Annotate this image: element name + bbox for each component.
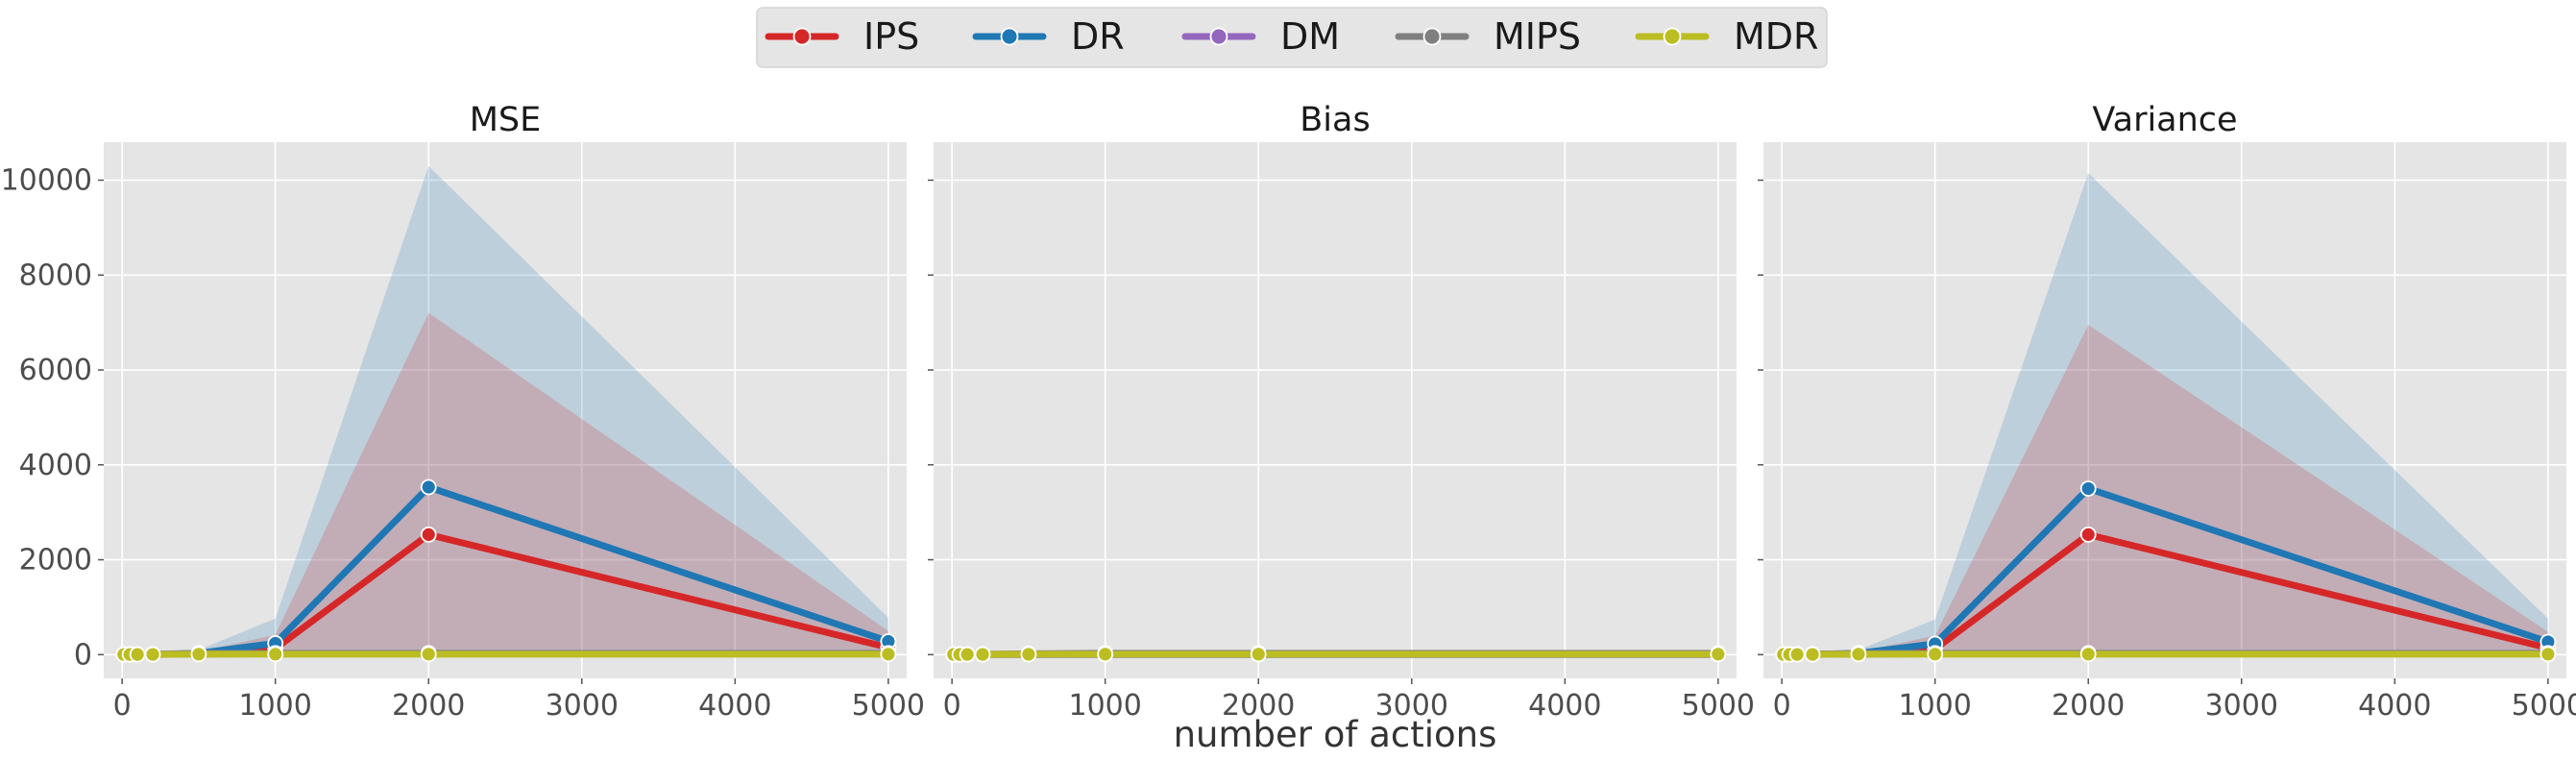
y-tick-label: 10000 — [1, 164, 92, 198]
plot-background — [104, 142, 907, 678]
data-point-mdr — [190, 646, 207, 663]
legend-swatch-marker — [1663, 27, 1682, 46]
panel-title: MSE — [470, 101, 542, 139]
x-axis-label: number of actions — [1174, 714, 1497, 755]
plot-background — [1763, 142, 2566, 678]
data-point-mdr — [1097, 646, 1114, 663]
legend-label: MIPS — [1494, 15, 1581, 58]
legend-label: DR — [1071, 15, 1125, 58]
data-point-mdr — [1804, 646, 1821, 663]
x-tick-label: 4000 — [698, 689, 771, 723]
x-tick-label: 2000 — [392, 689, 465, 723]
panel-title: Bias — [1300, 101, 1370, 139]
legend-swatch-marker — [1209, 27, 1228, 46]
data-point-mdr — [1850, 646, 1867, 663]
legend-item-mips: MIPS — [1395, 15, 1581, 58]
x-tick-label: 2000 — [2052, 689, 2125, 723]
x-tick-label: 2000 — [1222, 689, 1295, 723]
data-point-ips — [420, 526, 437, 543]
y-tick-label: 6000 — [19, 354, 92, 387]
legend-label: DM — [1280, 15, 1340, 58]
data-point-mdr — [974, 646, 991, 663]
x-tick-label: 1000 — [1069, 689, 1142, 723]
panel-title: Variance — [2092, 101, 2237, 139]
legend: IPS DR DM MIPS MDR — [756, 7, 1828, 68]
y-tick-label: 8000 — [19, 258, 92, 292]
panel-variance: 0 1000 2000 3000 4000 5000 Variance — [1758, 101, 2576, 723]
x-tick-label: 3000 — [2205, 689, 2278, 723]
data-point-mdr — [880, 646, 897, 663]
y-tick-label: 4000 — [19, 449, 92, 482]
plot-background — [934, 142, 1737, 678]
data-point-mdr — [1788, 646, 1806, 663]
data-point-dr — [420, 479, 437, 496]
x-tick-label: 0 — [943, 689, 961, 723]
x-tick-label: 1000 — [239, 689, 312, 723]
legend-swatch-marker — [792, 27, 812, 46]
x-tick-label: 5000 — [2512, 689, 2576, 723]
x-tick-label: 5000 — [852, 689, 925, 723]
band-dr — [1783, 173, 2548, 655]
x-tick-label: 1000 — [1899, 689, 1972, 723]
data-point-ips — [2079, 526, 2097, 543]
x-tick-label: 0 — [113, 689, 132, 723]
x-tick-label: 3000 — [546, 689, 619, 723]
data-point-mdr — [267, 646, 284, 663]
data-point-mdr — [2540, 646, 2557, 663]
band-ips — [123, 312, 888, 655]
data-point-mdr — [1250, 646, 1267, 663]
band-ips — [1783, 325, 2548, 655]
legend-label: MDR — [1734, 15, 1818, 58]
x-tick-label: 5000 — [1682, 689, 1755, 723]
legend-item-dr: DR — [972, 15, 1125, 58]
panel-bias: 0 1000 2000 3000 4000 5000 Bias number of actio… — [928, 101, 1755, 755]
data-point-mdr — [959, 646, 976, 663]
data-point-mdr — [1927, 646, 1944, 663]
y-tick-label: 2000 — [19, 544, 92, 577]
x-tick-label: 4000 — [1528, 689, 1601, 723]
data-point-mdr — [420, 646, 437, 663]
panel-mse: 0 1000 2000 3000 4000 5000 0 2000 4000 6000 8000 10… — [1, 101, 925, 723]
data-point-mdr — [1710, 646, 1727, 663]
data-point-dr — [2079, 480, 2097, 497]
data-point-mdr — [1020, 646, 1037, 663]
legend-label: IPS — [863, 15, 919, 58]
legend-item-dm: DM — [1181, 15, 1340, 58]
x-tick-label: 3000 — [1375, 689, 1448, 723]
data-point-mdr — [129, 646, 146, 663]
legend-item-ips: IPS — [765, 15, 919, 58]
legend-swatch-marker — [1422, 27, 1442, 46]
x-tick-label: 4000 — [2358, 689, 2431, 723]
y-tick-label: 0 — [74, 638, 92, 672]
legend-swatch-marker — [1000, 27, 1019, 46]
legend-box — [756, 7, 1828, 68]
data-point-mdr — [2079, 646, 2097, 663]
legend-item-mdr: MDR — [1635, 15, 1818, 58]
data-point-mdr — [144, 646, 161, 663]
band-dr — [123, 165, 888, 655]
x-tick-label: 0 — [1773, 689, 1791, 723]
